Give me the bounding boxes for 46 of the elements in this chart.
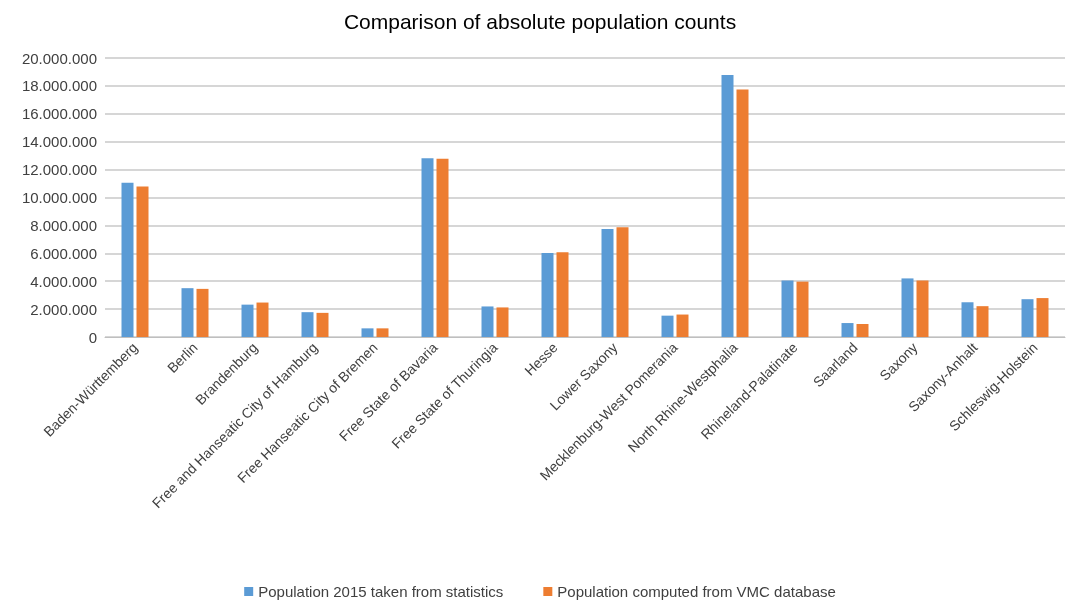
legend-label: Population 2015 taken from statistics [258,583,504,600]
y-tick-label: 14.000.000 [21,133,97,151]
bar [181,288,194,337]
bar [796,281,809,337]
bar [676,314,689,337]
bar [841,323,854,337]
bar [361,328,374,337]
bar [616,227,629,337]
bar [301,312,314,337]
bar [481,306,494,337]
bar [601,229,614,337]
y-tick-label: 0 [88,328,97,346]
bar [976,306,989,337]
bar [736,89,749,337]
bar [1036,298,1049,337]
bar [241,304,254,337]
bar [781,280,794,337]
bar [316,312,329,337]
y-tick-label: 8.000.000 [30,216,97,234]
bar [901,278,914,337]
legend-label: Population computed from VMC database [557,583,836,600]
bar [496,307,509,337]
y-tick-label: 16.000.000 [21,105,97,123]
bar [436,158,449,337]
bar [376,328,389,337]
y-tick-label: 12.000.000 [21,161,97,179]
bar [556,252,569,337]
bar [136,186,149,337]
bar [256,302,269,337]
bar [421,158,434,337]
y-tick-label: 18.000.000 [21,77,97,95]
y-tick-label: 20.000.000 [21,49,97,67]
bar [721,74,734,337]
y-tick-label: 6.000.000 [30,244,97,262]
bar [856,324,869,337]
bar [661,315,674,337]
chart-title: Comparison of absolute population counts [343,10,737,33]
bar [916,280,929,337]
bar [541,252,554,337]
y-tick-label: 2.000.000 [30,300,97,318]
bar [1021,299,1034,337]
bar [121,182,134,337]
bar [196,288,209,337]
y-tick-label: 4.000.000 [30,272,97,290]
bar [961,302,974,337]
y-tick-label: 10.000.000 [21,189,97,206]
